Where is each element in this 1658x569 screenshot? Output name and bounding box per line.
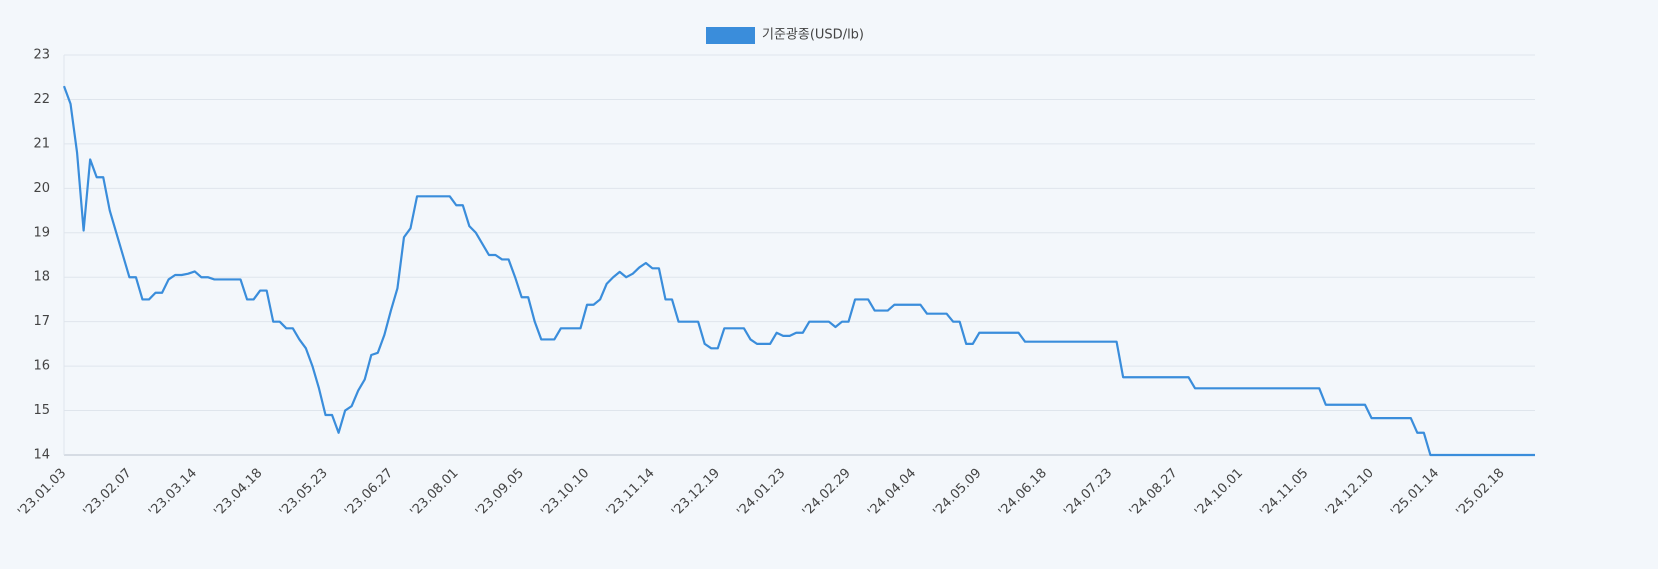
- y-tick-label: 23: [33, 48, 50, 63]
- x-tick-label: '24.06.18: [996, 466, 1050, 520]
- x-tick-label: '23.06.27: [342, 466, 396, 520]
- legend-label: 기준광종(USD/lb): [762, 28, 864, 43]
- x-tick-label: '23.12.19: [669, 466, 723, 520]
- x-tick-label: '23.10.10: [538, 466, 592, 520]
- x-tick-label: '24.10.01: [1192, 466, 1246, 520]
- y-tick-label: 22: [33, 92, 50, 107]
- y-tick-label: 21: [33, 136, 50, 151]
- y-tick-label: 19: [33, 225, 50, 240]
- x-tick-label: '23.04.18: [211, 466, 265, 520]
- x-tick-label: '23.09.05: [473, 466, 527, 520]
- y-tick-label: 17: [33, 314, 50, 329]
- x-tick-label: '23.02.07: [81, 466, 135, 520]
- x-tick-label: '23.03.14: [146, 466, 200, 520]
- x-tick-label: '25.02.18: [1454, 466, 1508, 520]
- legend-swatch: [706, 27, 755, 44]
- y-tick-label: 14: [33, 448, 50, 463]
- x-tick-label: '23.11.14: [604, 466, 658, 520]
- y-tick-label: 18: [33, 270, 50, 285]
- x-tick-label: '24.04.04: [865, 466, 919, 520]
- x-tick-label: '24.12.10: [1323, 466, 1377, 520]
- x-tick-label: '24.02.29: [800, 466, 854, 520]
- x-tick-label: '24.05.09: [931, 466, 985, 520]
- y-tick-label: 20: [33, 181, 50, 196]
- x-tick-label: '23.08.01: [407, 466, 461, 520]
- x-tick-label: '23.05.23: [277, 466, 331, 520]
- x-tick-label: '24.07.23: [1061, 466, 1115, 520]
- x-tick-label: '24.01.23: [734, 466, 788, 520]
- x-tick-label: '23.01.03: [15, 466, 69, 520]
- y-tick-label: 16: [33, 359, 50, 374]
- line-series: [62, 85, 1535, 457]
- y-tick-label: 15: [33, 403, 50, 418]
- x-tick-label: '24.11.05: [1257, 466, 1311, 520]
- x-tick-label: '24.08.27: [1127, 466, 1181, 520]
- x-tick-label: '25.01.14: [1388, 466, 1442, 520]
